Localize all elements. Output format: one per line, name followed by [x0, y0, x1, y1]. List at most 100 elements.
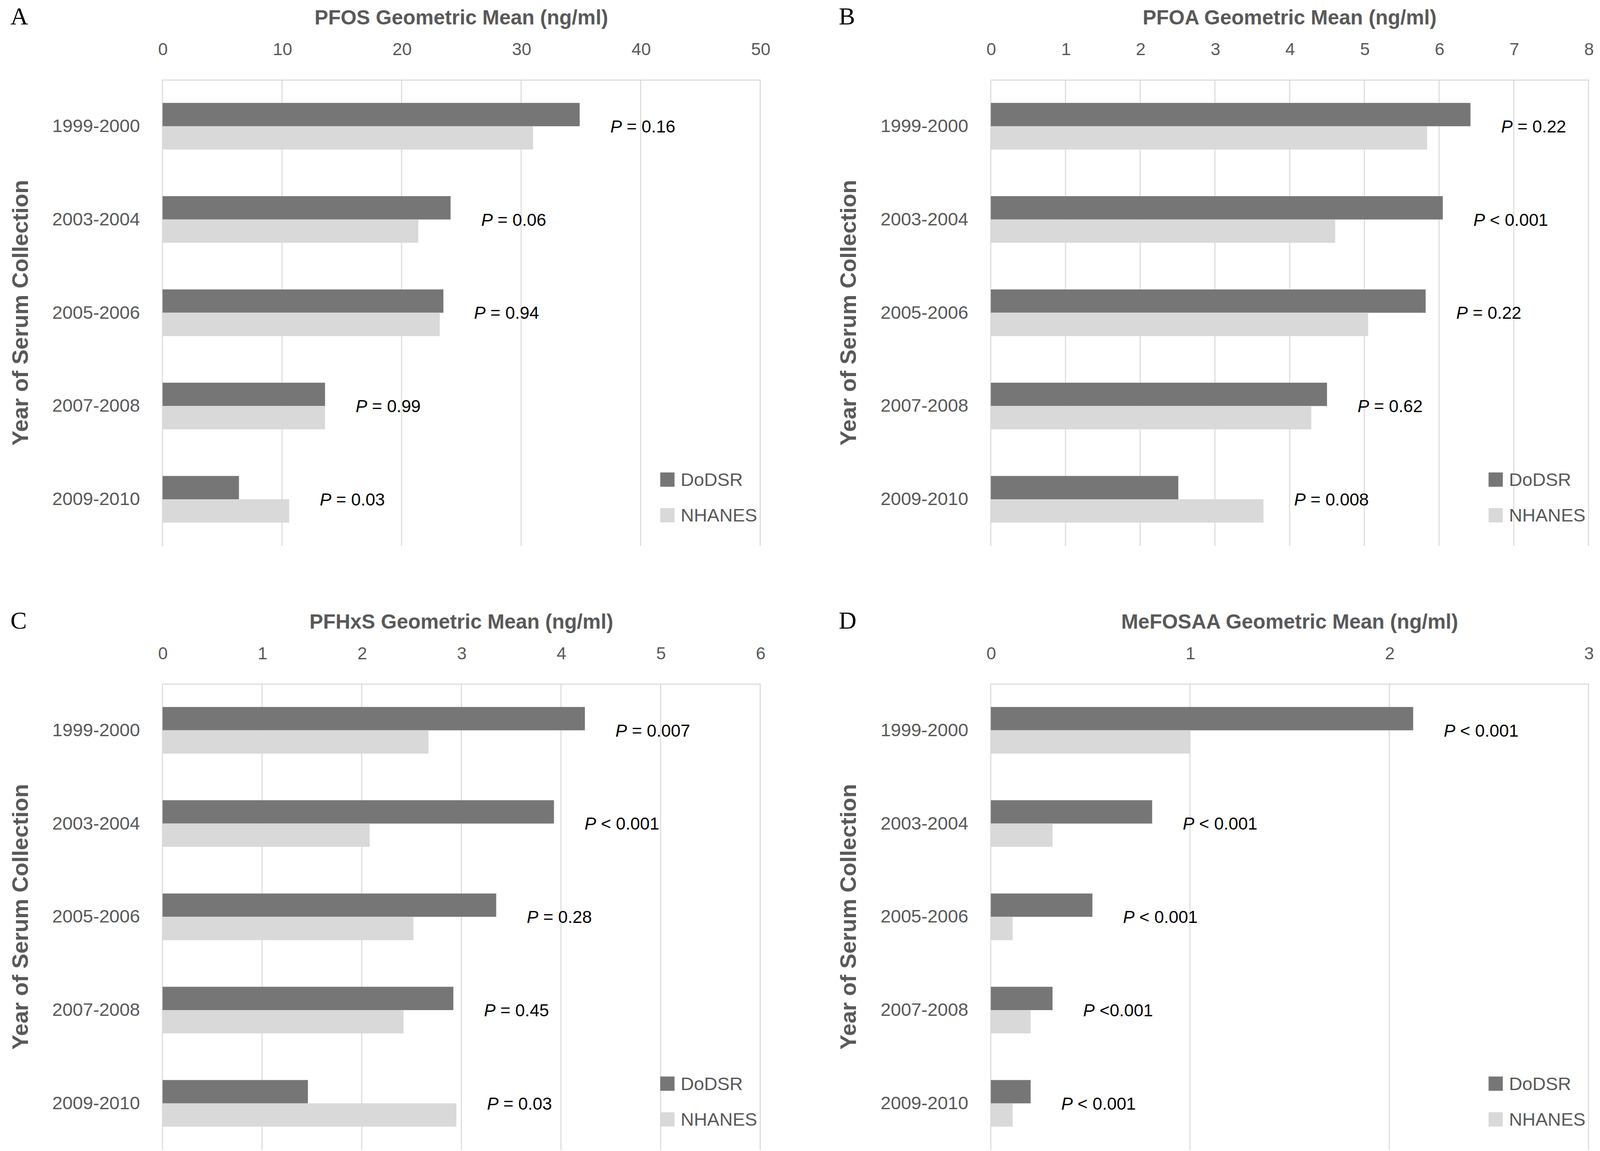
tick: 2009-2010	[880, 488, 991, 509]
annotation: P < 0.001	[1182, 813, 1258, 833]
axis-line	[991, 79, 1589, 81]
bar	[162, 405, 325, 429]
annotation: P < 0.001	[584, 813, 660, 833]
annotation: P < 0.001	[1473, 209, 1548, 229]
tick-label: 2003-2004	[52, 812, 140, 834]
tick: 10	[272, 39, 292, 80]
tick-label: 3	[456, 643, 467, 663]
grid	[162, 79, 760, 546]
bar	[162, 1079, 308, 1103]
legend-label: DoDSR	[680, 469, 743, 490]
bar	[990, 382, 1328, 406]
tick: 5	[656, 643, 667, 684]
tick: 2	[357, 643, 368, 684]
bar	[990, 289, 1426, 313]
axis-title: Year of Serum Collection	[835, 180, 861, 446]
bar	[162, 800, 554, 824]
bar	[162, 312, 440, 336]
bars	[990, 102, 1471, 523]
annotation: P = 0.06	[481, 209, 547, 229]
bar	[990, 219, 1336, 243]
axis-title: Year of Serum Collection	[7, 180, 33, 446]
tick-label: 2003-2004	[52, 208, 140, 230]
axis-line	[163, 79, 761, 81]
legend: DoDSRNHANES	[1488, 469, 1586, 526]
legend-label: NHANES	[680, 504, 757, 526]
annotation: P < 0.001	[1123, 907, 1198, 927]
legend-swatch	[660, 1112, 675, 1127]
annotation: P = 0.22	[1500, 116, 1566, 136]
tick-label: 7	[1509, 39, 1520, 59]
axis-title: PFOA Geometric Mean (ng/ml)	[1142, 5, 1437, 29]
tick: 7	[1509, 39, 1520, 80]
annotation: P = 0.99	[355, 396, 421, 416]
legend-label: DoDSR	[1508, 469, 1572, 490]
grid-line	[460, 683, 462, 1150]
bar	[162, 382, 325, 406]
tick-label: 2	[1136, 39, 1146, 59]
panel: 0123456PFHxS Geometric Mean (ng/ml)1999-…	[7, 606, 766, 1150]
legend-label: NHANES	[680, 1108, 757, 1130]
tick: 2005-2006	[880, 302, 991, 323]
panel: 01020304050PFOS Geometric Mean (ng/ml)19…	[7, 2, 771, 546]
bar	[990, 1103, 1013, 1127]
tick-label: 5	[1360, 39, 1370, 59]
tick-label: 2005-2006	[52, 905, 140, 927]
grid-line	[1588, 79, 1589, 546]
bar	[990, 102, 1471, 126]
bar	[162, 1103, 456, 1127]
tick: 1999-2000	[52, 719, 163, 740]
panel-label: D	[838, 606, 857, 634]
bar	[990, 706, 1413, 730]
bar	[990, 823, 1053, 847]
tick: 1	[257, 643, 268, 684]
bar	[990, 126, 1428, 150]
bar	[990, 476, 1179, 500]
bar	[162, 289, 444, 313]
tick: 2007-2008	[880, 999, 991, 1020]
tick: 2009-2010	[52, 488, 163, 509]
tick: 2009-2010	[52, 1092, 163, 1113]
panel: 012345678PFOA Geometric Mean (ng/ml)1999…	[835, 2, 1594, 546]
bar	[990, 1079, 1031, 1103]
bar	[162, 893, 496, 917]
tick-label: 2007-2008	[52, 999, 140, 1020]
legend: DoDSRNHANES	[660, 1073, 758, 1130]
tick: 3	[456, 643, 467, 684]
tick-label: 2009-2010	[880, 1092, 969, 1113]
bar	[162, 499, 289, 523]
tick-label: 40	[631, 39, 651, 59]
tick-label: 0	[986, 643, 997, 663]
tick-label: 1999-2000	[52, 719, 140, 740]
tick-label: 2005-2006	[52, 302, 140, 323]
grid	[990, 79, 1589, 546]
tick: 3	[1210, 39, 1221, 80]
tick: 2005-2006	[52, 905, 163, 927]
bar	[162, 823, 370, 847]
tick: 0	[986, 39, 997, 80]
bar	[162, 476, 239, 500]
grid-line	[1388, 683, 1390, 1150]
tick-label: 2007-2008	[880, 999, 969, 1020]
legend-swatch	[1488, 508, 1503, 523]
tick: 0	[158, 643, 168, 684]
legend-swatch	[660, 472, 675, 487]
tick-label: 2009-2010	[52, 1092, 140, 1113]
tick: 4	[556, 643, 567, 684]
panel-label: B	[838, 2, 856, 30]
tick-label: 2007-2008	[52, 395, 140, 416]
x-axis: 01020304050	[158, 39, 771, 80]
annotation: P <0.001	[1083, 1000, 1153, 1020]
tick: 2007-2008	[52, 999, 163, 1020]
tick-label: 6	[1434, 39, 1445, 59]
bar	[162, 730, 429, 754]
x-axis: 0123	[986, 643, 1595, 684]
bar	[162, 706, 585, 730]
bar	[162, 986, 454, 1010]
x-axis: 0123456	[158, 643, 766, 684]
tick: 2007-2008	[52, 395, 163, 416]
bar	[990, 405, 1312, 429]
tick-label: 4	[556, 643, 567, 663]
annotation: P = 0.62	[1357, 396, 1423, 416]
tick: 1999-2000	[880, 719, 991, 740]
